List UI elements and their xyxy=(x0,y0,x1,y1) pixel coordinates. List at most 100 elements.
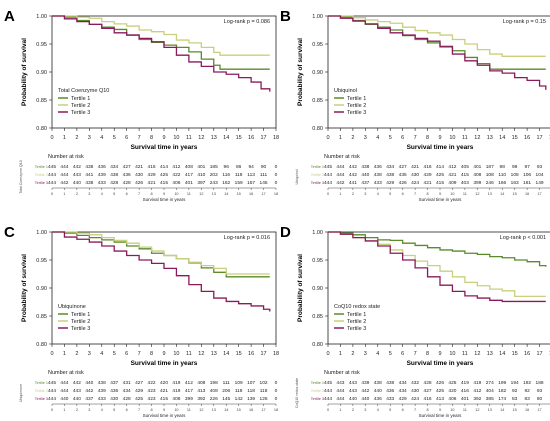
risk-x-tick-label: 6 xyxy=(126,192,128,196)
risk-x-tick-label: 16 xyxy=(525,408,529,412)
risk-count: 0 xyxy=(275,164,278,170)
risk-count: 0 xyxy=(275,172,278,178)
risk-table-header: Number at risk xyxy=(48,370,84,376)
risk-count: 126 xyxy=(260,396,268,402)
y-axis-label: Probability of survival xyxy=(297,38,304,106)
risk-count: 437 xyxy=(361,180,369,186)
risk-count: 434 xyxy=(399,380,407,386)
risk-x-tick-label: 2 xyxy=(76,192,78,196)
risk-x-tick-label: 10 xyxy=(450,408,454,412)
x-tick-label: 7 xyxy=(138,351,141,357)
risk-count: 416 xyxy=(461,388,469,394)
x-tick-label: 11 xyxy=(462,351,468,357)
risk-count: 226 xyxy=(210,396,218,402)
risk-x-axis-label: Survival time in years xyxy=(419,197,463,202)
risk-count: 445 xyxy=(324,164,332,170)
risk-count: 0 xyxy=(275,380,278,386)
risk-x-tick-label: 14 xyxy=(500,408,504,412)
risk-count: 425 xyxy=(436,388,444,394)
x-tick-label: 17 xyxy=(260,135,266,141)
risk-count: 445 xyxy=(48,380,56,386)
risk-count: 442 xyxy=(73,164,81,170)
risk-count: 108 xyxy=(486,172,494,178)
x-axis-label: Survival time in years xyxy=(131,360,198,367)
risk-count: 438 xyxy=(98,380,106,386)
x-tick-label: 1 xyxy=(63,351,66,357)
risk-count: 444 xyxy=(60,380,68,386)
panel-a: A0.800.850.900.951.000 1 2 3 4 5 6 7 8 9 10 11 12 13 1… xyxy=(4,8,279,202)
risk-count: 392 xyxy=(473,396,481,402)
legend-label: Tertile 3 xyxy=(71,326,90,332)
risk-row-label: Tertile 2 xyxy=(35,173,48,177)
risk-count: 438 xyxy=(110,172,118,178)
risk-count: 412 xyxy=(172,164,180,170)
x-tick-label: 4 xyxy=(376,351,379,357)
km-curve-1 xyxy=(52,231,270,278)
risk-count: 428 xyxy=(123,396,131,402)
risk-count: 274 xyxy=(486,380,494,386)
risk-count: 401 xyxy=(461,396,469,402)
risk-x-tick-label: 15 xyxy=(237,192,241,196)
risk-x-tick-label: 18 xyxy=(274,408,278,412)
x-tick-label: 0 xyxy=(50,351,53,357)
risk-x-tick-label: 6 xyxy=(402,408,404,412)
x-axis-label: Survival time in years xyxy=(131,144,198,151)
panel-letter: A xyxy=(4,8,15,25)
x-tick-label: 12 xyxy=(474,351,480,357)
risk-count: 111 xyxy=(260,172,268,178)
risk-count: 425 xyxy=(448,380,456,386)
risk-side-label: Ubiquinol xyxy=(295,169,299,184)
x-tick-label: 15 xyxy=(236,135,242,141)
legend-title: CoQ10 redox state xyxy=(334,304,380,310)
x-tick-label: 3 xyxy=(364,135,367,141)
risk-count: 409 xyxy=(448,180,456,186)
risk-count: 415 xyxy=(436,180,444,186)
y-tick-label: 0.95 xyxy=(312,42,323,48)
legend-title: Total Coenzyme Q10 xyxy=(58,88,109,94)
x-tick-label: 1 xyxy=(339,135,342,141)
risk-x-tick-label: 13 xyxy=(212,408,216,412)
risk-count: 413 xyxy=(197,388,205,394)
risk-x-tick-label: 4 xyxy=(377,192,379,196)
risk-row-label: Tertile 2 xyxy=(311,173,324,177)
risk-count: 444 xyxy=(48,388,56,394)
risk-x-tick-label: 2 xyxy=(352,192,354,196)
risk-x-tick-label: 0 xyxy=(51,408,53,412)
legend-title: Ubiquinol xyxy=(334,88,357,94)
risk-count: 440 xyxy=(73,396,81,402)
risk-count: 444 xyxy=(336,164,344,170)
risk-count: 421 xyxy=(448,172,456,178)
x-tick-label: 16 xyxy=(248,351,254,357)
x-tick-label: 12 xyxy=(474,135,480,141)
km-curve-2 xyxy=(52,231,270,275)
risk-count: 437 xyxy=(85,396,93,402)
y-axis-label: Probability of survival xyxy=(21,254,28,322)
risk-count: 187 xyxy=(486,164,494,170)
risk-count: 421 xyxy=(160,388,168,394)
x-tick-label: 0 xyxy=(326,351,329,357)
risk-count: 414 xyxy=(160,164,168,170)
legend-label: Tertile 2 xyxy=(71,103,90,109)
risk-count: 444 xyxy=(60,388,68,394)
risk-count: 422 xyxy=(148,380,156,386)
risk-count: 444 xyxy=(324,180,332,186)
risk-count: 118 xyxy=(235,388,243,394)
risk-x-tick-label: 12 xyxy=(199,192,203,196)
risk-count: 444 xyxy=(48,180,56,186)
risk-count: 429 xyxy=(399,396,407,402)
risk-x-tick-label: 9 xyxy=(163,408,165,412)
y-tick-label: 0.90 xyxy=(312,70,323,76)
risk-x-tick-label: 7 xyxy=(414,192,416,196)
x-tick-label: 5 xyxy=(389,135,392,141)
risk-x-tick-label: 7 xyxy=(414,408,416,412)
risk-count: 243 xyxy=(210,180,218,186)
risk-count: 433 xyxy=(98,396,106,402)
y-tick-label: 0.90 xyxy=(312,286,323,292)
risk-count: 408 xyxy=(172,396,180,402)
km-curve-3 xyxy=(328,231,546,303)
risk-count: 98 xyxy=(500,164,506,170)
risk-count: 426 xyxy=(399,180,407,186)
risk-x-tick-label: 12 xyxy=(199,408,203,412)
risk-count: 442 xyxy=(85,388,93,394)
y-tick-label: 0.80 xyxy=(312,342,323,348)
